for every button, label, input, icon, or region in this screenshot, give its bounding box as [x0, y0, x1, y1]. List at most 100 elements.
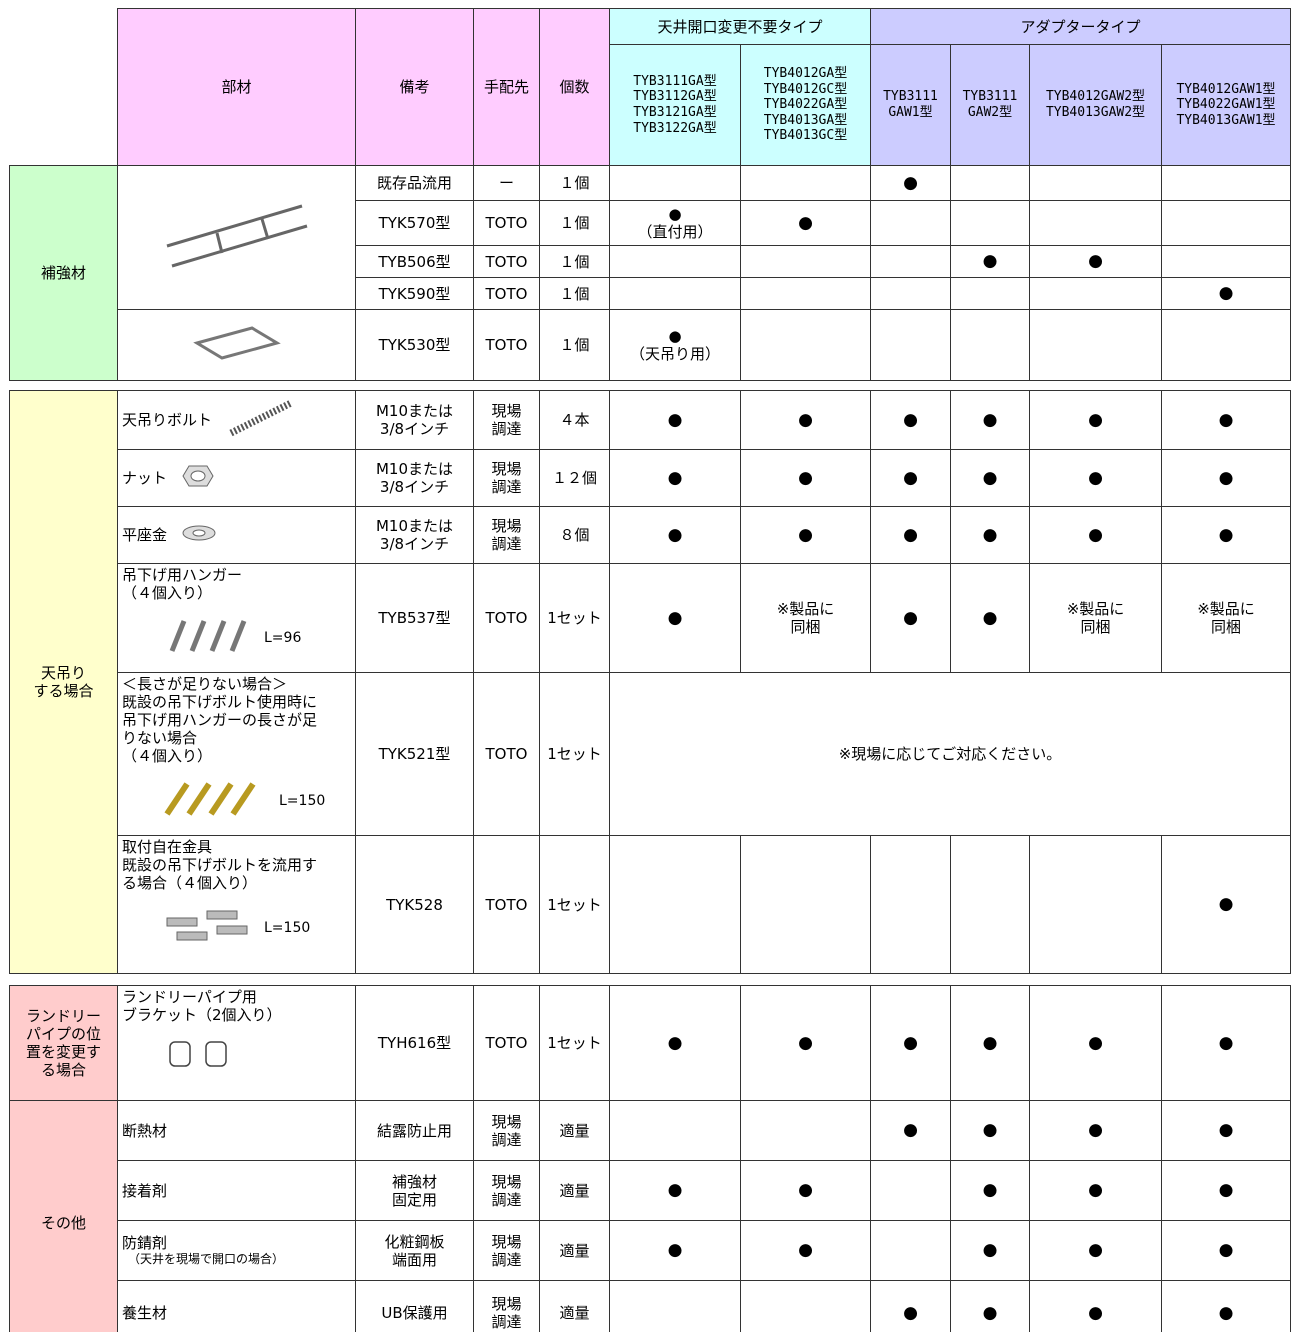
mark-cell: ●	[1161, 1100, 1291, 1161]
item-cell: 平座金	[117, 506, 356, 564]
mark-cell: ●	[1161, 449, 1291, 507]
model-header: TYB4012GA型 TYB4012GC型 TYB4022GA型 TYB4013…	[740, 44, 871, 166]
note: TYH616型	[355, 985, 474, 1101]
mark-cell: ●	[740, 390, 871, 450]
quantity: ８個	[539, 506, 610, 564]
mark-cell: ●	[950, 449, 1030, 507]
item-image	[192, 323, 282, 367]
mark-cell: ●	[950, 1100, 1030, 1161]
item-image	[181, 524, 217, 546]
source: 現場 調達	[473, 506, 540, 564]
model-header: TYB4012GAW2型 TYB4013GAW2型	[1029, 44, 1162, 166]
mark-cell: ※製品に 同梱	[1161, 563, 1291, 673]
note: TYB506型	[355, 245, 474, 278]
source: TOTO	[473, 672, 540, 836]
item-image	[162, 1038, 242, 1074]
mark-cell	[870, 835, 951, 974]
item-text: 断熱材	[122, 1121, 168, 1140]
mark-cell: ●	[1029, 1220, 1162, 1281]
quantity: １個	[539, 309, 610, 381]
mark-cell: ●	[740, 985, 871, 1101]
mark-cell	[1029, 835, 1162, 974]
quantity: 適量	[539, 1280, 610, 1332]
item-figure	[226, 398, 296, 442]
mark-cell: ※製品に 同梱	[1029, 563, 1162, 673]
mark-cell	[609, 277, 741, 310]
image	[166, 910, 248, 941]
image	[192, 326, 281, 360]
mark-cell	[609, 1280, 741, 1332]
mark-cell: ●	[1161, 1160, 1291, 1221]
source: 現場 調達	[473, 390, 540, 450]
quantity: 1セット	[539, 985, 610, 1101]
mark-cell: ●	[950, 985, 1030, 1101]
mark-cell	[740, 277, 871, 310]
source: TOTO	[473, 985, 540, 1101]
column-header: 個数	[539, 8, 610, 166]
mark-cell	[609, 245, 741, 278]
category: その他	[9, 1100, 118, 1332]
item-text: ランドリーパイプ用 ブラケット（2個入り）	[122, 988, 282, 1024]
mark-cell	[870, 309, 951, 381]
mark-cell: ●	[1161, 390, 1291, 450]
category: 補強材	[9, 165, 118, 381]
mark-cell: ●	[740, 449, 871, 507]
note: 結露防止用	[355, 1100, 474, 1161]
mark-cell: ●	[1161, 277, 1291, 310]
model-header: TYB3111GA型 TYB3112GA型 TYB3121GA型 TYB3122…	[609, 44, 741, 166]
item-figure	[162, 201, 312, 275]
mark-cell: ※製品に 同梱	[740, 563, 871, 673]
mark-cell	[870, 200, 951, 246]
item-cell: 天吊りボルト	[117, 390, 356, 450]
item-cell: 取付自在金具 既設の吊下げボルトを流用す る場合（４個入り） L=150	[117, 835, 356, 974]
item-text: 吊下げ用ハンガー （４個入り）	[122, 566, 243, 602]
note: TYK530型	[355, 309, 474, 381]
mark-cell	[740, 165, 871, 201]
note: UB保護用	[355, 1280, 474, 1332]
source: TOTO	[473, 309, 540, 381]
note: 既存品流用	[355, 165, 474, 201]
mark-cell	[740, 835, 871, 974]
column-header: 備考	[355, 8, 474, 166]
item-cell: ランドリーパイプ用 ブラケット（2個入り）	[117, 985, 356, 1101]
mark-cell	[870, 1220, 951, 1281]
image	[169, 620, 247, 652]
item-sub: （天井を現場で開口の場合）	[128, 1252, 285, 1267]
item-text: 天吊りボルト	[122, 411, 213, 429]
mark-cell	[870, 277, 951, 310]
source: TOTO	[473, 563, 540, 673]
quantity: １個	[539, 165, 610, 201]
mark-cell	[609, 165, 741, 201]
source: TOTO	[473, 200, 540, 246]
column-header: 手配先	[473, 8, 540, 166]
note: TYK528	[355, 835, 474, 974]
note: TYK590型	[355, 277, 474, 310]
item-figure	[162, 1038, 242, 1074]
source: ー	[473, 165, 540, 201]
item-cell: 養生材	[117, 1280, 356, 1332]
quantity: １２個	[539, 449, 610, 507]
mark-cell: ●	[1029, 1280, 1162, 1332]
mark-cell: ●	[1029, 1100, 1162, 1161]
mark-cell: ●	[870, 165, 951, 201]
source: 現場 調達	[473, 1160, 540, 1221]
note: M10または 3/8インチ	[355, 449, 474, 507]
quantity: 適量	[539, 1160, 610, 1221]
mark-cell: ●	[1029, 390, 1162, 450]
item-text: ナット	[122, 469, 168, 487]
mark-cell	[1161, 165, 1291, 201]
quantity: 1セット	[539, 563, 610, 673]
image	[229, 399, 293, 437]
item-image	[162, 616, 252, 660]
mark-cell	[609, 1100, 741, 1161]
mark-cell	[1029, 200, 1162, 246]
note: M10または 3/8インチ	[355, 506, 474, 564]
mark-cell: ●	[1029, 1160, 1162, 1221]
mark-cell	[950, 200, 1030, 246]
mark-cell	[950, 835, 1030, 974]
mark-cell: ●	[1161, 1280, 1291, 1332]
mark-cell: ●	[1029, 449, 1162, 507]
quantity: 適量	[539, 1100, 610, 1161]
image	[164, 782, 256, 816]
source: 現場 調達	[473, 1280, 540, 1332]
